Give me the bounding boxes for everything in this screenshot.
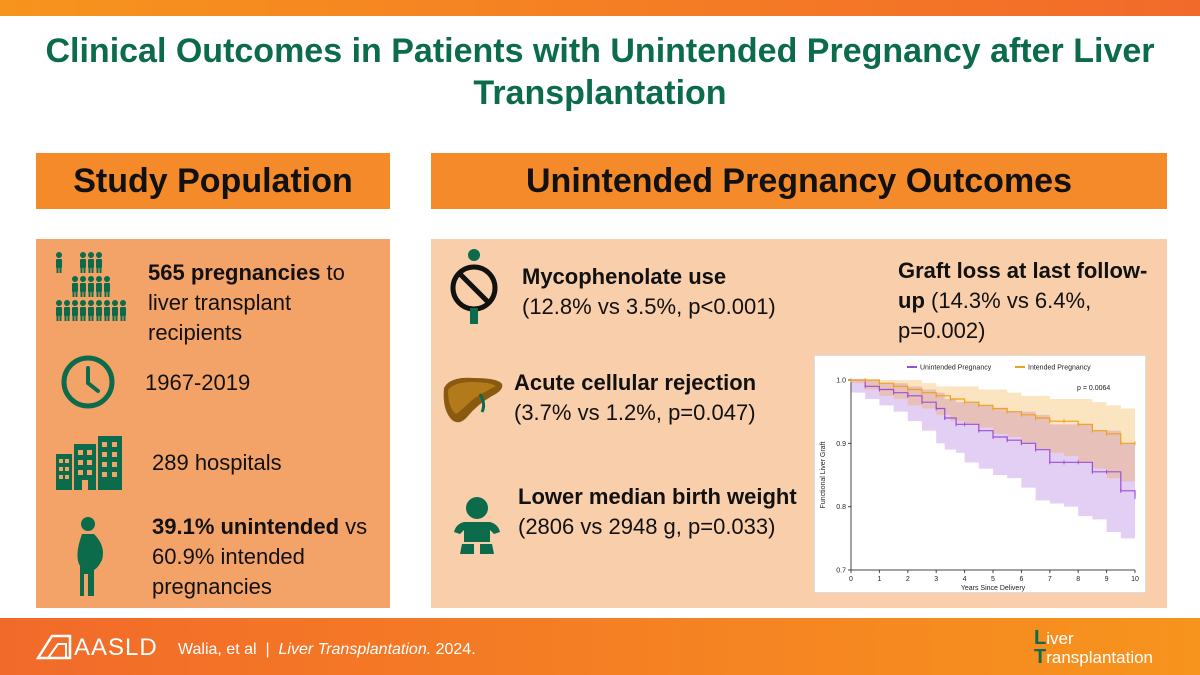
rejection-outcome: Acute cellular rejection (3.7% vs 1.2%, p… xyxy=(514,370,757,425)
liver-icon xyxy=(443,377,503,423)
hospital-buildings-icon xyxy=(56,436,122,490)
baby-icon xyxy=(454,497,500,554)
footer-bar xyxy=(0,618,1200,675)
x-tick-label: 2 xyxy=(906,576,910,583)
x-tick-label: 10 xyxy=(1131,576,1139,583)
x-tick-label: 7 xyxy=(1048,576,1052,583)
top-accent-bar xyxy=(0,0,1200,16)
outcomes-header: Unintended Pregnancy Outcomes xyxy=(431,153,1167,209)
no-pill-icon xyxy=(450,249,498,324)
series-0-ci-band xyxy=(851,380,1135,539)
y-tick-label: 0.9 xyxy=(836,441,846,448)
p-value-annotation: p = 0.0064 xyxy=(1077,385,1110,392)
x-tick-label: 3 xyxy=(934,576,938,583)
x-axis-label: Years Since Delivery xyxy=(961,585,1026,592)
x-tick-label: 8 xyxy=(1076,576,1080,583)
people-crowd-icon xyxy=(56,252,126,321)
kaplan-meier-chart: 0 1 2 3 4 5 6 7 8 9 10 0.7 0.8 0.9 1.0 Years Since Deli… xyxy=(814,355,1146,593)
pregnant-woman-icon xyxy=(77,517,103,596)
citation: Walia, et al | Liver Transplantation. 20… xyxy=(178,641,476,658)
legend-1-label: Intended Pregnancy xyxy=(1028,365,1091,372)
x-tick-label: 9 xyxy=(1105,576,1109,583)
y-axis-label: Functional Liver Graft xyxy=(820,441,827,508)
liver-transplantation-logo: Liver Transplantation xyxy=(1034,627,1154,668)
x-tick-label: 0 xyxy=(849,576,853,583)
kaplan-meier-plot: 0 1 2 3 4 5 6 7 8 9 10 0.7 0.8 0.9 1.0 Years Since Deli… xyxy=(820,365,1139,593)
hospitals-count: 289 hospitals xyxy=(152,450,282,475)
aasld-logo-icon xyxy=(36,634,72,660)
graft-loss-outcome: Graft loss at last follow-up (14.3% vs 6… xyxy=(898,258,1148,343)
years-range: 1967-2019 xyxy=(145,370,251,395)
x-tick-label: 5 xyxy=(991,576,995,583)
aasld-logo-text: AASLD xyxy=(74,634,158,661)
page-title: Clinical Outcomes in Patients with Unint… xyxy=(45,32,1155,112)
mycophenolate-outcome: Mycophenolate use (12.8% vs 3.5%, p<0.001… xyxy=(522,264,776,319)
birth-weight-outcome: Lower median birth weight (2806 vs 2948 … xyxy=(518,484,797,539)
unintended-ratio: 39.1% unintended vs 60.9% intended pregn… xyxy=(152,514,368,599)
y-tick-label: 0.8 xyxy=(836,504,846,511)
pregnancies-stat: 565 pregnancies to liver transplant reci… xyxy=(148,260,345,345)
legend-0-label: Unintended Pregnancy xyxy=(920,365,992,372)
x-tick-label: 4 xyxy=(963,576,967,583)
x-tick-label: 6 xyxy=(1019,576,1023,583)
x-tick-label: 1 xyxy=(877,576,881,583)
study-population-header: Study Population xyxy=(36,153,390,209)
y-tick-label: 0.7 xyxy=(836,568,846,575)
y-tick-label: 1.0 xyxy=(836,378,846,385)
clock-icon xyxy=(61,355,115,409)
